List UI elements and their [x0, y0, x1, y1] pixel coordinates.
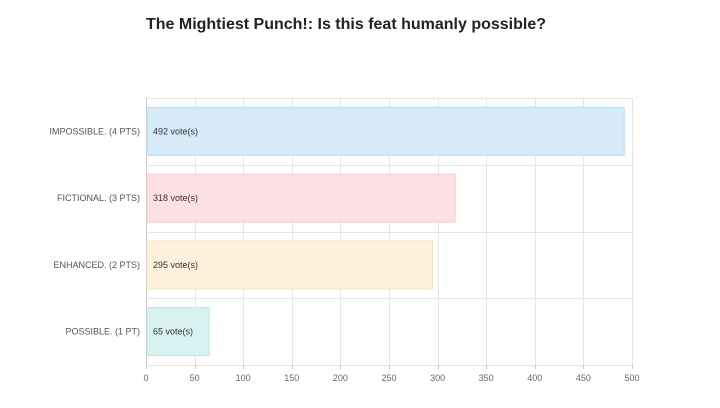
bar-1 — [146, 173, 456, 223]
bar-label-3: 65 vote(s) — [153, 327, 193, 337]
bar-label-0: 492 vote(s) — [153, 126, 198, 136]
x-tick-label-1: 50 — [190, 373, 200, 383]
x-axis-ticks: 0 50 100 150 200 250 300 350 400 450 500 — [143, 365, 640, 383]
bar-2 — [146, 240, 434, 290]
x-tick-label-6: 300 — [430, 373, 445, 383]
category-labels: IMPOSSIBLE. (4 PTS) FICTIONAL. (3 PTS) ENH… — [49, 126, 140, 336]
x-tick-label-7: 350 — [479, 373, 494, 383]
x-tick-label-2: 100 — [236, 373, 251, 383]
bar-3 — [146, 307, 210, 357]
x-tick-label-9: 450 — [576, 373, 591, 383]
bar-label-1: 318 vote(s) — [153, 193, 198, 203]
category-label-2: ENHANCED. (2 PTS) — [53, 260, 140, 270]
chart-title: The Mightiest Punch!: Is this feat human… — [145, 16, 547, 33]
x-tick-label-3: 150 — [284, 373, 299, 383]
bar-label-2: 295 vote(s) — [153, 260, 198, 270]
bar-0 — [146, 106, 625, 156]
category-label-3: POSSIBLE. (1 PT) — [65, 327, 140, 337]
category-label-1: FICTIONAL. (3 PTS) — [57, 193, 140, 203]
bar-labels: 492 vote(s) 318 vote(s) 295 vote(s) 65 vote… — [153, 126, 198, 336]
x-tick-label-4: 200 — [333, 373, 348, 383]
x-tick-label-0: 0 — [143, 373, 148, 383]
x-tick-label-10: 500 — [624, 373, 639, 383]
x-tick-label-5: 250 — [381, 373, 396, 383]
grid-lines — [146, 98, 633, 369]
category-label-0: IMPOSSIBLE. (4 PTS) — [49, 126, 140, 136]
x-tick-label-8: 400 — [527, 373, 542, 383]
bars — [146, 106, 625, 357]
